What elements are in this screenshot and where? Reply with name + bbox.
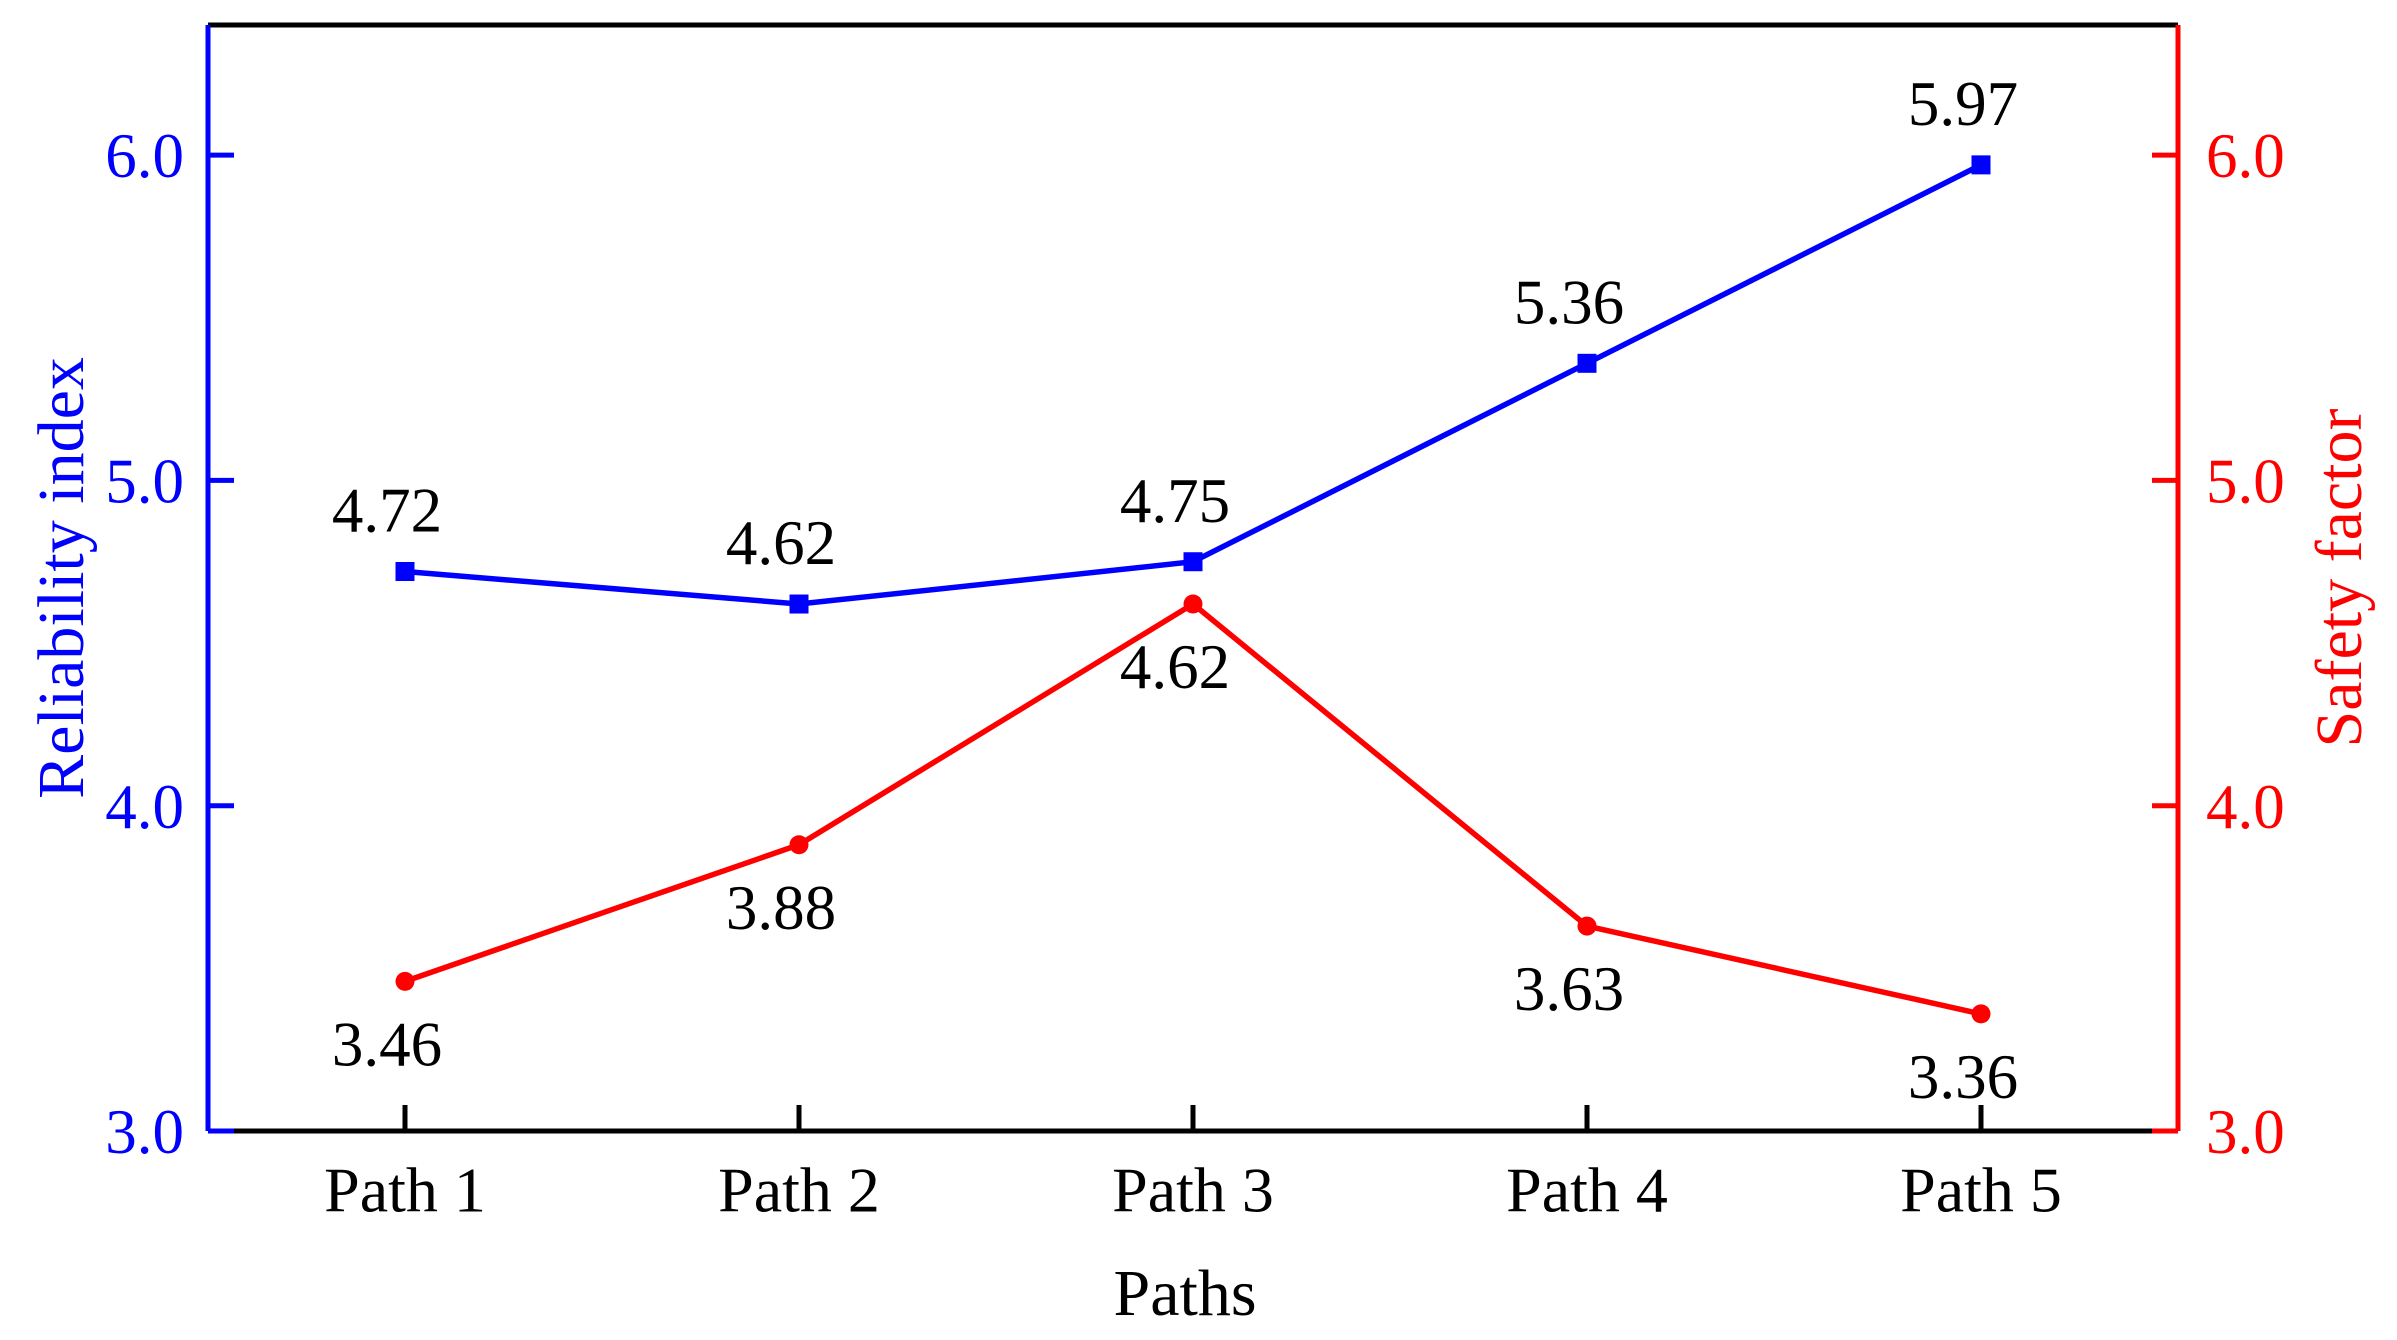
safety-factor-marker-path-1: [395, 971, 415, 991]
x-axis-title: Paths: [1113, 1257, 1256, 1330]
x-tick-label-path-4: Path 4: [1506, 1154, 1668, 1225]
x-tick-label-path-1: Path 1: [324, 1154, 486, 1225]
reliability-index-marker-path-1: [395, 561, 415, 581]
x-axis-ticks: Path 1 Path 2 Path 3 Path 4 Path 5: [324, 1105, 2062, 1225]
safety-factor-value-label-path-1: 3.46: [332, 1009, 442, 1079]
right-axis-tick-label: 4.0: [2206, 772, 2285, 842]
safety-factor-value-label-path-5: 3.36: [1908, 1042, 2018, 1112]
reliability-index-marker-path-4: [1577, 353, 1597, 373]
right-axis-tick-label: 5.0: [2206, 446, 2285, 516]
safety-factor-value-label-path-2: 3.88: [726, 873, 836, 943]
right-axis-tick-label: 6.0: [2206, 121, 2285, 191]
reliability-index-marker-path-3: [1183, 552, 1203, 572]
right-axis-tick-label: 3.0: [2206, 1097, 2285, 1167]
reliability-index-marker-path-5: [1971, 155, 1991, 175]
value-labels-layer: 4.72 4.62 4.75 5.36 5.97 3.46 3.88 4.62 3.63 3.36: [332, 69, 2018, 1112]
reliability-index-value-label-path-2: 4.62: [726, 508, 836, 578]
series-layer: [395, 155, 1991, 1024]
left-axis-tick-label: 4.0: [105, 772, 184, 842]
left-axis-tick-label: 5.0: [105, 446, 184, 516]
reliability-index-value-label-path-4: 5.36: [1514, 267, 1624, 337]
x-tick-label-path-3: Path 3: [1112, 1154, 1274, 1225]
reliability-index-line: [404, 162, 1983, 607]
reliability-index-value-label-path-5: 5.97: [1908, 69, 2018, 139]
right-axis-ticks: 3.0 4.0 5.0 6.0: [2152, 121, 2285, 1167]
safety-factor-value-label-path-4: 3.63: [1514, 954, 1624, 1024]
right-axis-title: Safety factor: [2303, 408, 2376, 747]
reliability-index-marker-path-2: [789, 594, 809, 614]
safety-factor-marker-path-5: [1971, 1004, 1991, 1024]
reliability-index-value-label-path-3: 4.75: [1120, 466, 1230, 536]
reliability-index-value-label-path-1: 4.72: [332, 476, 442, 546]
x-tick-label-path-5: Path 5: [1900, 1154, 2062, 1225]
safety-factor-marker-path-2: [789, 835, 809, 855]
safety-factor-value-label-path-3: 4.62: [1120, 632, 1230, 702]
safety-factor-marker-path-3: [1183, 594, 1203, 614]
left-axis-title: Reliability index: [25, 357, 98, 799]
safety-factor-marker-path-4: [1577, 916, 1597, 936]
left-axis-ticks: 3.0 4.0 5.0 6.0: [105, 121, 234, 1167]
left-axis-tick-label: 6.0: [105, 121, 184, 191]
left-axis-tick-label: 3.0: [105, 1097, 184, 1167]
x-tick-label-path-2: Path 2: [718, 1154, 880, 1225]
